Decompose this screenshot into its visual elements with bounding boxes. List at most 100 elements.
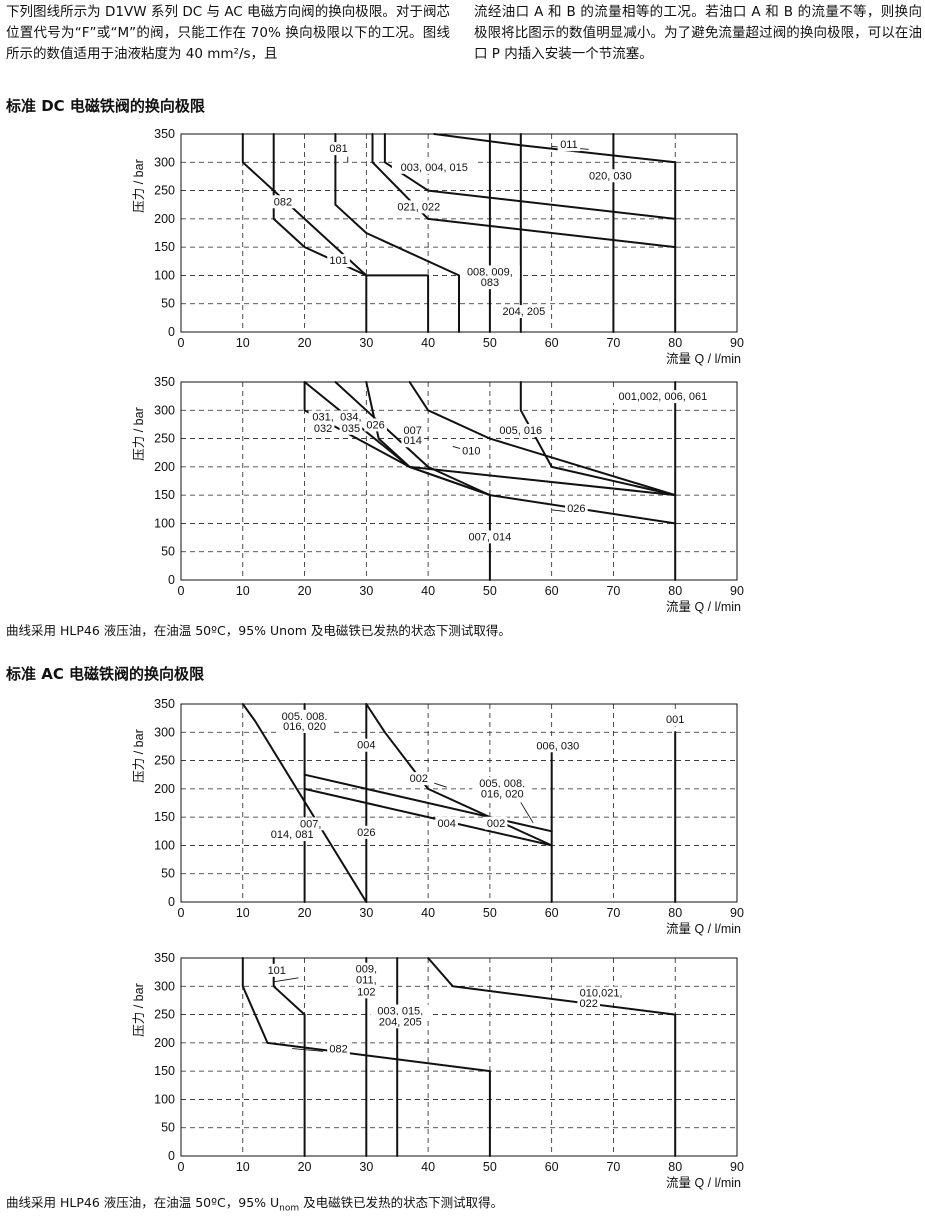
y-tick-label: 200 xyxy=(154,212,175,226)
curve-label: 083 xyxy=(481,277,499,289)
series-line xyxy=(427,957,677,1157)
curve-label-bg xyxy=(497,305,551,319)
x-axis-label: 流量 Q / l/min xyxy=(666,600,741,614)
curve-label: 004 xyxy=(357,740,375,752)
y-tick-label: 350 xyxy=(154,375,175,389)
curve-label-bg xyxy=(484,816,508,830)
dc-footnote: 曲线采用 HLP46 液压油，在油温 50ºC，95% Unom 及电磁铁已发热… xyxy=(6,623,511,638)
x-tick-label: 10 xyxy=(236,336,250,350)
dc-chart-2: 0 10 20 30 40 50 60 70 80 90050100150200250300350… xyxy=(132,375,744,614)
curve-label-bg xyxy=(308,410,338,424)
series-line xyxy=(272,957,306,1157)
x-tick-label: 10 xyxy=(236,584,250,598)
curve-label: 003, 004, 015 xyxy=(401,162,468,174)
y-tick-label: 0 xyxy=(168,1149,175,1163)
x-axis-label: 流量 Q / l/min xyxy=(666,1176,741,1190)
x-tick-label: 60 xyxy=(545,584,559,598)
y-tick-label: 300 xyxy=(154,979,175,993)
y-tick-label: 100 xyxy=(154,268,175,282)
series-line xyxy=(303,773,553,833)
x-tick-label: 30 xyxy=(359,336,373,350)
y-tick-label: 200 xyxy=(154,1036,175,1050)
y-tick-label: 0 xyxy=(168,573,175,587)
curve-label-bg xyxy=(577,997,601,1011)
x-tick-label: 40 xyxy=(421,336,435,350)
x-tick-label: 0 xyxy=(178,584,185,598)
series-line xyxy=(241,703,368,903)
curve-label: 101 xyxy=(329,255,347,267)
curve-label-bg xyxy=(401,434,424,448)
curve-label-bg xyxy=(583,169,638,183)
curve-label-bg xyxy=(271,195,295,209)
curve-label: 082 xyxy=(329,1043,347,1055)
curve-label: 007, 014 xyxy=(468,531,511,543)
curve-label: 005, 016 xyxy=(499,425,542,437)
plot-frame xyxy=(180,957,738,1157)
curve-label: 014 xyxy=(403,435,421,447)
y-axis-label: 压力 / bar xyxy=(132,159,146,213)
curve-label-bg xyxy=(663,713,687,727)
x-tick-label: 90 xyxy=(730,584,744,598)
series-line xyxy=(334,381,677,525)
y-tick-label: 150 xyxy=(154,810,175,824)
x-tick-label: 50 xyxy=(483,906,497,920)
curve-label-bg xyxy=(355,825,378,839)
x-tick-label: 10 xyxy=(236,906,250,920)
ac-chart-2: 0 10 20 30 40 50 60 70 80 90 0 50 100 150 200 250 300 350… xyxy=(132,951,744,1190)
y-tick-label: 200 xyxy=(154,782,175,796)
intro-left-paragraph: 下列图线所示为 D1VW 系列 DC 与 AC 电磁方向阀的换向极限。对于阀芯位… xyxy=(6,2,450,65)
curve-label: 014, 081 xyxy=(271,829,314,841)
y-tick-label: 250 xyxy=(154,432,175,446)
leader-line xyxy=(434,782,447,788)
series-line xyxy=(519,381,677,497)
y-tick-label: 50 xyxy=(161,1121,175,1135)
curve-label: 007 xyxy=(403,425,421,437)
curve-label: 006, 030 xyxy=(536,740,579,752)
x-tick-label: 70 xyxy=(606,336,620,350)
curve-label-bg xyxy=(296,817,326,831)
y-tick-label: 200 xyxy=(154,460,175,474)
y-tick-label: 350 xyxy=(154,951,175,965)
y-tick-label: 250 xyxy=(154,184,175,198)
y-tick-label: 150 xyxy=(154,488,175,502)
curve-label-bg xyxy=(339,421,363,435)
dc-chart-1: 0 10 20 30 40 50 60 70 80 90 0 50 100 150 200 250 300 350… xyxy=(132,127,744,366)
x-tick-label: 20 xyxy=(298,906,312,920)
x-tick-label: 40 xyxy=(421,1160,435,1174)
curve-label-bg xyxy=(401,424,424,438)
curve-label: 007, xyxy=(300,818,321,830)
y-axis-label: 压力 / bar xyxy=(132,983,146,1037)
series-line xyxy=(383,133,677,220)
x-tick-label: 30 xyxy=(359,906,373,920)
ac-section-title: 标准 AC 电磁铁阀的换向极限 xyxy=(6,665,205,683)
y-tick-label: 250 xyxy=(154,1008,175,1022)
curve-label-bg xyxy=(274,709,335,723)
curve-label: 002 xyxy=(410,773,428,785)
curve-label: 001,002, 006, 061 xyxy=(619,391,708,403)
curve-label: 031, xyxy=(312,411,333,423)
curve-label: 032 xyxy=(314,423,332,435)
curve-label: 204, 205 xyxy=(379,1016,422,1028)
x-tick-label: 20 xyxy=(298,336,312,350)
leader-line xyxy=(292,1048,324,1052)
curve-label: 026 xyxy=(366,419,384,431)
y-tick-label: 300 xyxy=(154,155,175,169)
series-line xyxy=(303,381,491,497)
x-tick-label: 80 xyxy=(668,906,682,920)
curve-label-bg xyxy=(355,738,378,752)
x-tick-label: 0 xyxy=(178,336,185,350)
series-line xyxy=(241,957,491,1157)
curve-label-bg xyxy=(435,816,458,830)
curve-label-bg xyxy=(557,138,581,152)
series-line xyxy=(334,133,460,333)
y-tick-label: 250 xyxy=(154,754,175,768)
curve-label-bg xyxy=(351,973,381,987)
x-tick-label: 80 xyxy=(668,336,682,350)
curve-label: 005, 008, xyxy=(282,711,328,723)
y-tick-label: 350 xyxy=(154,127,175,141)
x-tick-label: 50 xyxy=(483,584,497,598)
curve-label: 002 xyxy=(487,818,505,830)
x-axis-label: 流量 Q / l/min xyxy=(666,352,741,366)
y-tick-label: 50 xyxy=(161,867,175,881)
curve-label-bg xyxy=(364,418,387,432)
